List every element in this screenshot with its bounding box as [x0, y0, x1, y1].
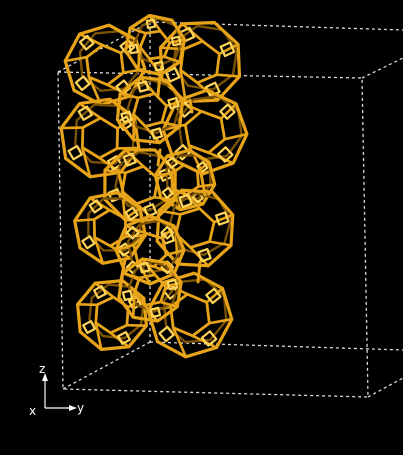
axis-y-label: y	[77, 401, 84, 415]
axis-z-label: z	[39, 362, 45, 376]
zeolite-framework[interactable]	[61, 16, 247, 357]
framework-cage-3	[126, 16, 185, 75]
axis-x-label: x	[29, 404, 36, 418]
axis-triad: z y x	[29, 362, 84, 418]
